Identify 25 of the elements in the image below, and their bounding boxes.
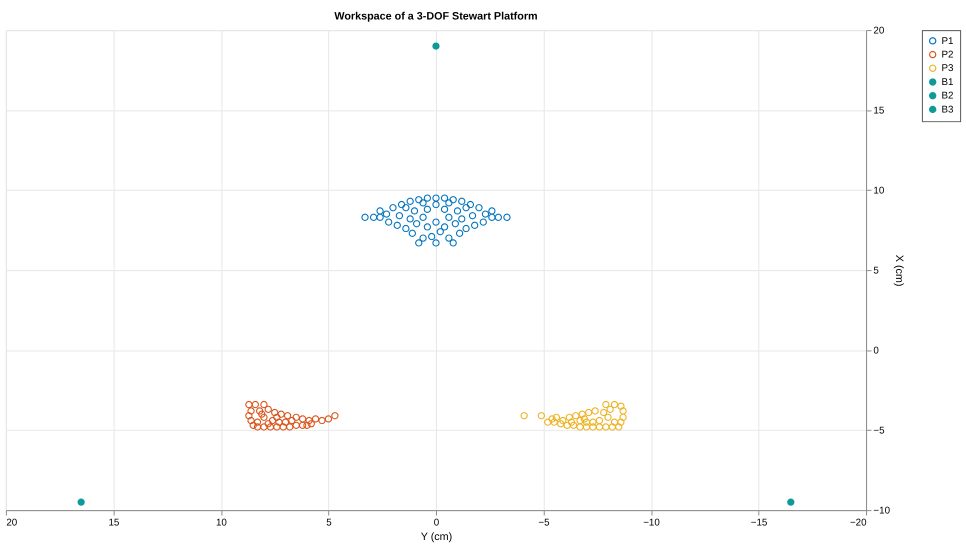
y-tick-label: 20 xyxy=(873,26,885,37)
x-axis-title: Y (cm) xyxy=(420,531,452,544)
legend-label: B2 xyxy=(942,90,954,102)
x-tick-label: −20 xyxy=(850,517,868,528)
legend-label: P1 xyxy=(942,36,954,47)
y-tick-label: −5 xyxy=(873,426,886,437)
y-tick-label: 5 xyxy=(873,266,880,277)
x-tick-label: 0 xyxy=(434,517,440,528)
x-tick-label: −5 xyxy=(538,517,550,528)
x-tick-label: −10 xyxy=(643,517,660,528)
x-tick-label: 5 xyxy=(326,517,332,528)
legend-label: B1 xyxy=(942,76,954,88)
y-tick-label: 10 xyxy=(873,186,885,197)
legend-label: P3 xyxy=(942,63,954,74)
legend-label: P2 xyxy=(942,50,954,61)
legend-label: B3 xyxy=(942,104,954,116)
chart-title: Workspace of a 3-DOF Stewart Platform xyxy=(334,10,538,22)
y-tick-label: 0 xyxy=(873,346,880,357)
x-tick-label: 20 xyxy=(6,517,18,528)
x-tick-label: 10 xyxy=(216,517,228,528)
y-axis-title: X (cm) xyxy=(892,254,905,286)
y-tick-label: 15 xyxy=(873,106,885,117)
x-tick-label: −15 xyxy=(750,517,768,528)
y-tick-label: −10 xyxy=(873,506,891,517)
x-tick-label: 15 xyxy=(108,517,120,528)
